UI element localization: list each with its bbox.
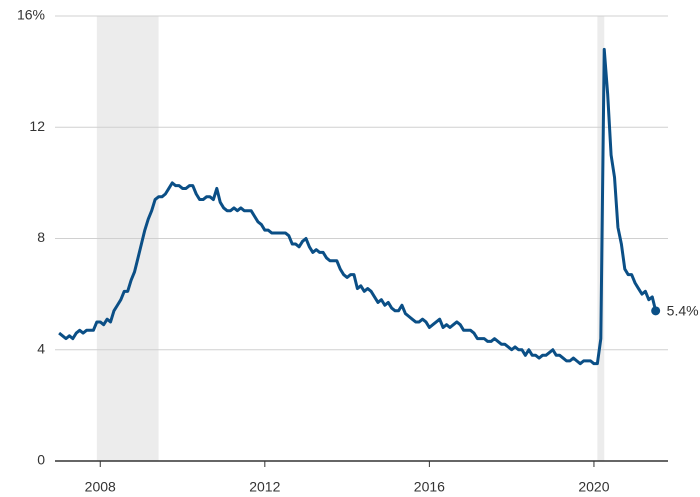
end-point [651,306,661,316]
x-tick-label: 2020 [578,479,609,495]
end-label: 5.4% [667,303,699,319]
x-tick-label: 2008 [85,479,116,495]
x-tick-label: 2012 [249,479,280,495]
y-tick-label: 16% [17,7,45,23]
y-tick-label: 8 [37,229,45,245]
x-tick-label: 2016 [414,479,445,495]
y-tick-label: 0 [37,452,45,468]
y-tick-label: 4 [37,340,45,356]
data-line [58,47,658,366]
y-tick-label: 12 [29,118,45,134]
